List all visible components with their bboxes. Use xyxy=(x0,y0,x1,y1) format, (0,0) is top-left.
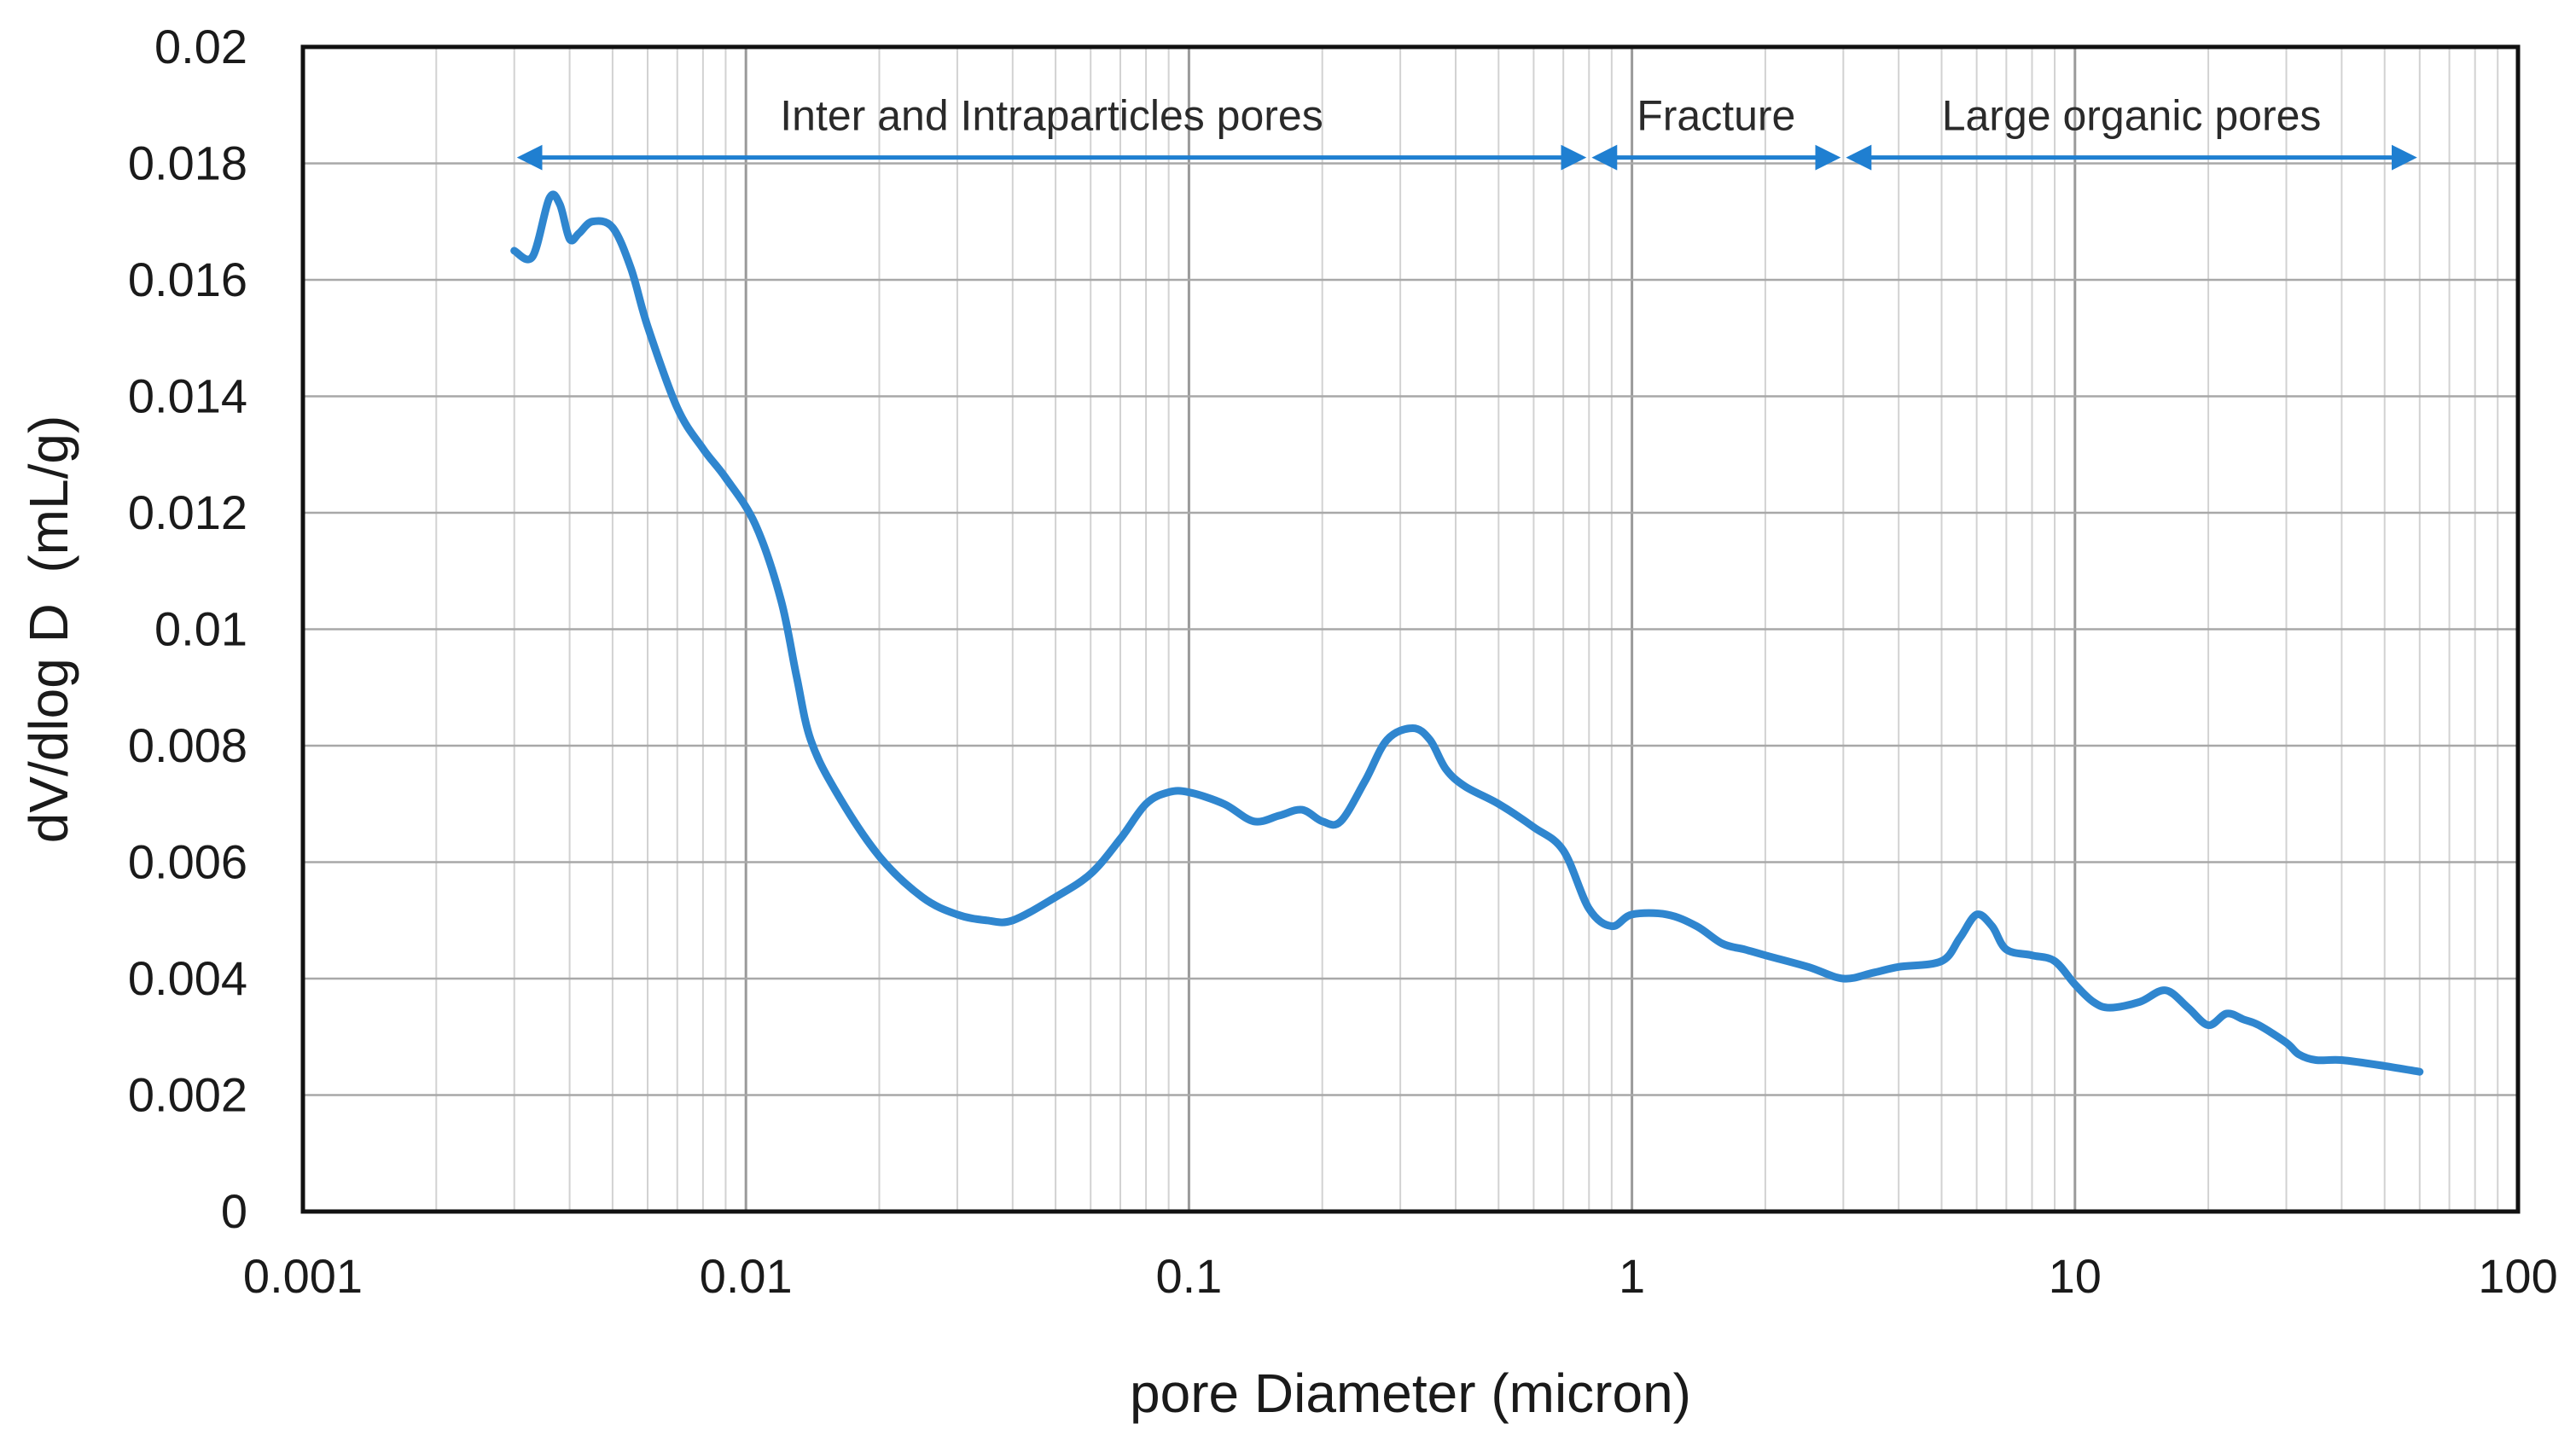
y-tick-label: 0.004 xyxy=(128,951,247,1005)
region-annotations: Inter and Intraparticles pores Fracture La… xyxy=(516,92,2417,171)
series-layer xyxy=(510,190,2424,1076)
y-tick-label: 0.008 xyxy=(128,718,247,772)
y-tick-label: 0.01 xyxy=(154,602,247,656)
y-tick-label: 0 xyxy=(221,1184,247,1238)
region-label: Large organic pores xyxy=(1942,92,2322,140)
y-tick-label: 0.006 xyxy=(128,835,247,889)
y-tick-label: 0.012 xyxy=(128,485,247,539)
tick-labels: 0.001 0.01 0.1 1 10 100 0 0.002 0.004 0.006 0.008 0… xyxy=(128,20,2558,1303)
gridlines xyxy=(303,47,2518,1212)
y-axis-title: dV/dlog D (mL/g) xyxy=(18,416,79,844)
y-tick-label: 0.018 xyxy=(128,137,247,190)
y-tick-label: 0.002 xyxy=(128,1068,247,1122)
x-tick-label: 1 xyxy=(1619,1249,1645,1303)
y-tick-label: 0.016 xyxy=(128,253,247,306)
x-tick-label: 0.01 xyxy=(700,1249,793,1303)
pore-distribution-line xyxy=(510,190,2424,1076)
region-label: Fracture xyxy=(1637,92,1795,140)
x-tick-label: 0.1 xyxy=(1155,1249,1222,1303)
x-tick-label: 10 xyxy=(2049,1249,2102,1303)
x-tick-label: 0.001 xyxy=(243,1249,363,1303)
region-label: Inter and Intraparticles pores xyxy=(780,92,1323,140)
y-tick-label: 0.014 xyxy=(128,369,247,423)
x-axis-title: pore Diameter (micron) xyxy=(1130,1363,1691,1424)
plot-area-frame xyxy=(300,44,2521,1214)
x-tick-label: 100 xyxy=(2478,1249,2557,1303)
y-tick-label: 0.02 xyxy=(154,20,247,73)
